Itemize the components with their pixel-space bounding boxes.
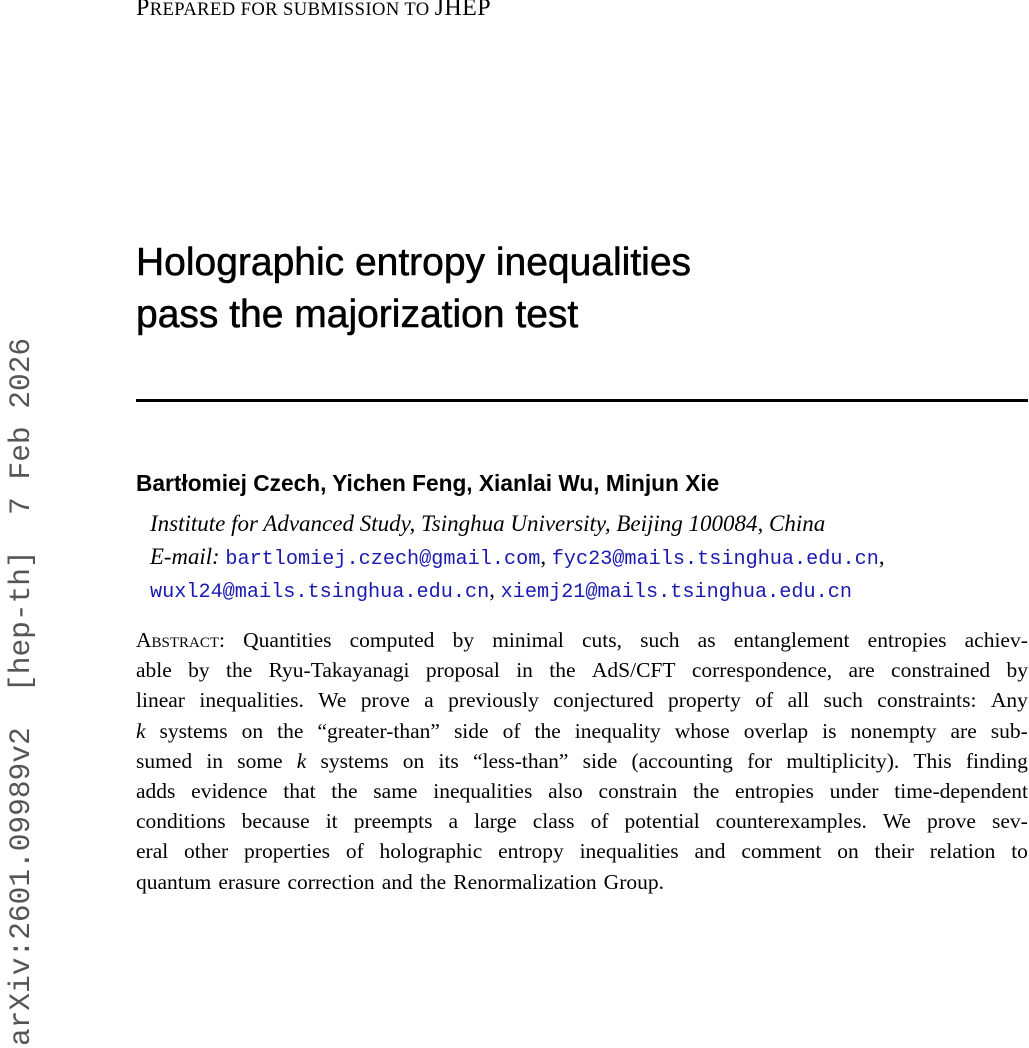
svg-text:Holographic entropy inequaliti: Holographic entropy inequalities xyxy=(136,241,691,284)
svg-text:pass the majorization test: pass the majorization test xyxy=(136,293,578,336)
